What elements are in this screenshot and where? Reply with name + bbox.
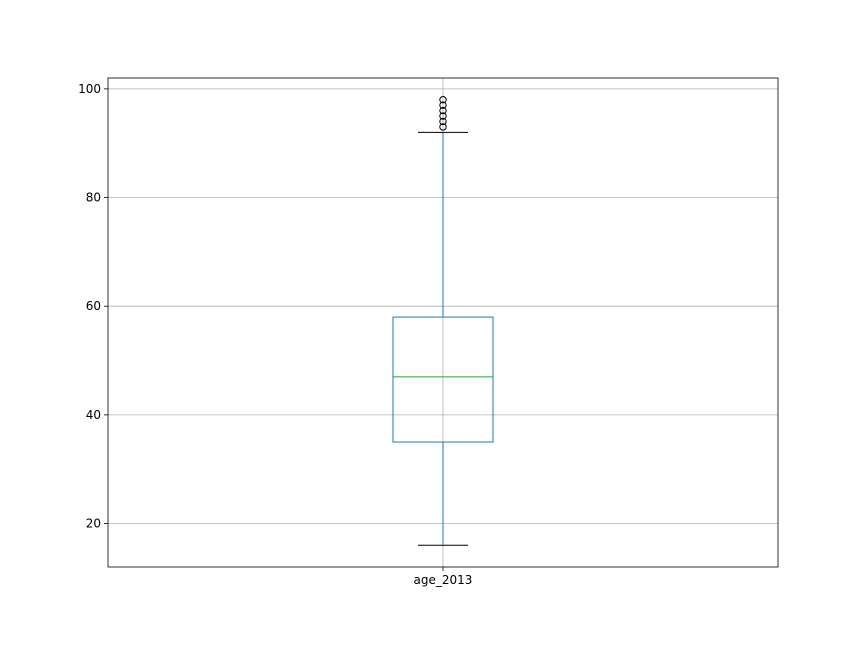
outlier-point (439, 123, 447, 131)
outlier-point (439, 112, 447, 120)
y-tick-label: 100 (78, 82, 101, 96)
x-axis: age_2013 (414, 567, 473, 587)
iqr-box (392, 316, 494, 443)
y-axis: 20 40 60 80 100 (78, 82, 108, 531)
outlier-point (439, 101, 447, 109)
box-layer (392, 96, 494, 546)
y-tick-label: 20 (86, 517, 101, 531)
outlier-point (439, 106, 447, 115)
x-tick-label: age_2013 (414, 573, 473, 587)
y-tick-label: 40 (86, 408, 101, 422)
y-tick-label: 80 (86, 191, 101, 205)
y-tick-label: 60 (86, 299, 101, 313)
outlier-point (439, 96, 447, 104)
outlier-point (439, 117, 447, 126)
